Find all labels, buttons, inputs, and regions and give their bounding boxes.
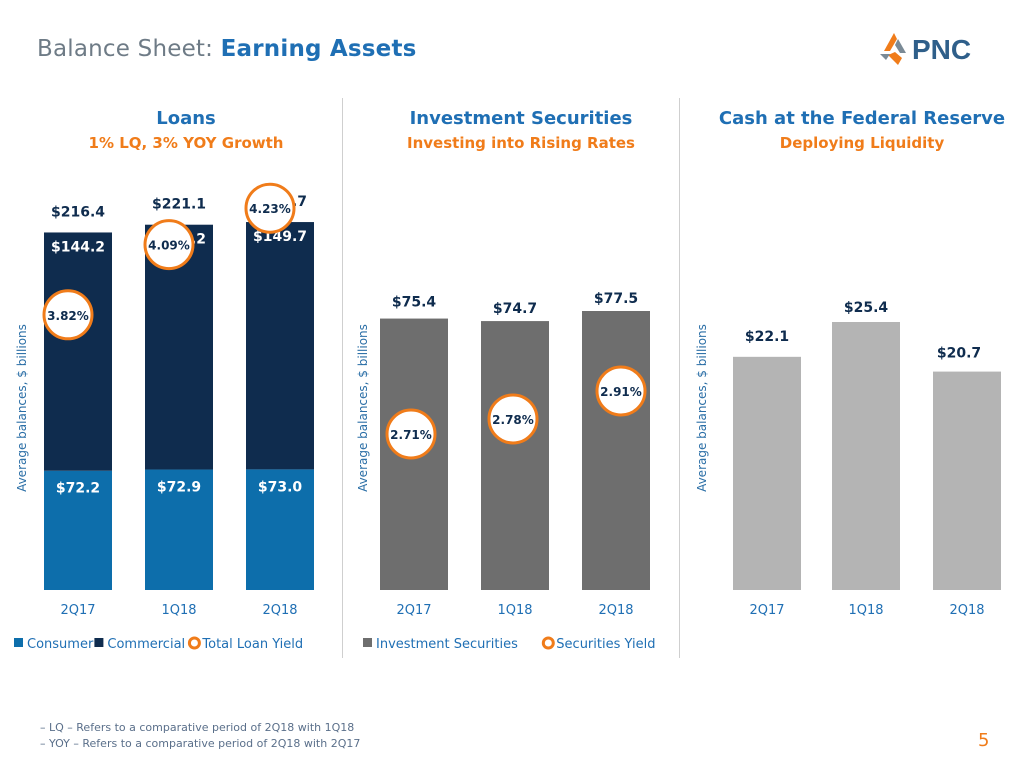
legend-yield-marker — [541, 636, 555, 650]
yield-marker — [143, 219, 195, 271]
data-label-consumer: $72.9 — [157, 480, 201, 496]
data-label-total: $216.4 — [51, 204, 105, 220]
bar-consumer — [246, 469, 314, 590]
category-label: 1Q18 — [848, 603, 883, 618]
yield-marker — [487, 393, 539, 445]
bar-investment-securities — [582, 311, 650, 590]
bar-cash — [832, 322, 900, 590]
data-label: $77.5 — [594, 291, 638, 307]
yield-label: 2.71% — [390, 428, 432, 442]
loans-panel-subtitle: 1% LQ, 3% YOY Growth — [88, 134, 284, 152]
investment-securities-panel-subtitle: Investing into Rising Rates — [407, 134, 635, 152]
bar-cash — [933, 371, 1001, 590]
investment-securities-panel-title: Investment Securities — [409, 108, 633, 129]
legend-label: Consumer — [27, 637, 94, 652]
yield-label: 4.09% — [148, 239, 190, 253]
cash-at-fed-panel: Cash at the Federal Reserve Deploying Li… — [680, 102, 1024, 662]
yield-label: 2.78% — [492, 413, 534, 427]
data-label: $20.7 — [937, 346, 981, 362]
category-label: 2Q17 — [396, 603, 431, 618]
footnotes: – LQ – Refers to a comparative period of… — [40, 720, 360, 752]
yield-marker — [42, 289, 94, 341]
yield-marker — [244, 182, 296, 234]
legend-swatch — [14, 638, 23, 647]
pnc-logo-mark — [880, 33, 906, 65]
panel-divider — [342, 98, 343, 658]
bar-commercial — [246, 222, 314, 470]
category-label: 2Q18 — [598, 603, 633, 618]
yield-marker — [595, 365, 647, 417]
legend-label: Securities Yield — [556, 637, 655, 652]
bar-consumer — [145, 469, 213, 590]
category-label: 2Q17 — [749, 603, 784, 618]
category-label: 2Q18 — [949, 603, 984, 618]
investment-securities-panel: Investment Securities Investing into Ris… — [343, 102, 679, 662]
loans-chart: $72.2$144.2$216.42Q173.82%$72.9$148.2$22… — [14, 182, 314, 652]
data-label: $74.7 — [493, 301, 537, 317]
page-number: 5 — [978, 730, 990, 751]
pnc-logo-text: PNC — [912, 34, 971, 65]
legend-swatch — [363, 638, 372, 647]
category-label: 2Q18 — [262, 603, 297, 618]
yield-label: 4.23% — [249, 202, 291, 216]
slide-title-prefix: Balance Sheet: — [37, 36, 214, 62]
legend-label: Total Loan Yield — [201, 637, 303, 652]
data-label: $22.1 — [745, 329, 789, 345]
bar-commercial — [44, 232, 112, 471]
data-label-consumer: $72.2 — [56, 481, 100, 497]
loans-panel: Loans 1% LQ, 3% YOY Growth Average balan… — [0, 102, 342, 662]
cash-at-fed-panel-title: Cash at the Federal Reserve — [718, 108, 1006, 129]
yield-label: 3.82% — [47, 309, 89, 323]
data-label: $75.4 — [392, 295, 437, 311]
slide-title: Balance Sheet: Earning Assets — [37, 33, 417, 65]
legend-swatch — [94, 638, 104, 647]
cash-at-fed-panel-subtitle: Deploying Liquidity — [779, 134, 945, 152]
footnote-yoy: – YOY – Refers to a comparative period o… — [40, 737, 361, 750]
data-label-commercial: $144.2 — [51, 239, 105, 255]
loans-panel-title: Loans — [156, 108, 216, 129]
slide-title-main: Earning Assets — [220, 36, 417, 62]
category-label: 1Q18 — [161, 603, 196, 618]
footnote-lq: – LQ – Refers to a comparative period of… — [40, 721, 355, 734]
cash-at-fed-chart: $22.1 2Q17 $25.4 1Q18 $20.7 2Q18 — [733, 300, 1001, 618]
bar-consumer — [44, 470, 112, 590]
pnc-logo: PNC — [880, 33, 971, 65]
data-label-consumer: $73.0 — [258, 479, 303, 495]
category-label: 2Q17 — [60, 603, 95, 618]
yield-label: 2.91% — [600, 385, 642, 399]
panel-divider — [679, 98, 680, 658]
category-label: 1Q18 — [497, 603, 532, 618]
investment-securities-chart: $75.4 2Q17 2.71% $74.7 1Q18 2.78% $77.5 2Q18 2.9… — [363, 291, 655, 652]
yield-marker — [385, 408, 437, 460]
data-label-total: $221.1 — [152, 197, 206, 213]
legend-label: Investment Securities — [376, 637, 518, 652]
bar-cash — [733, 356, 801, 590]
legend-label: Commercial — [107, 637, 185, 652]
bar-investment-securities — [481, 321, 549, 590]
data-label: $25.4 — [844, 300, 889, 316]
legend-yield-marker — [187, 636, 201, 650]
